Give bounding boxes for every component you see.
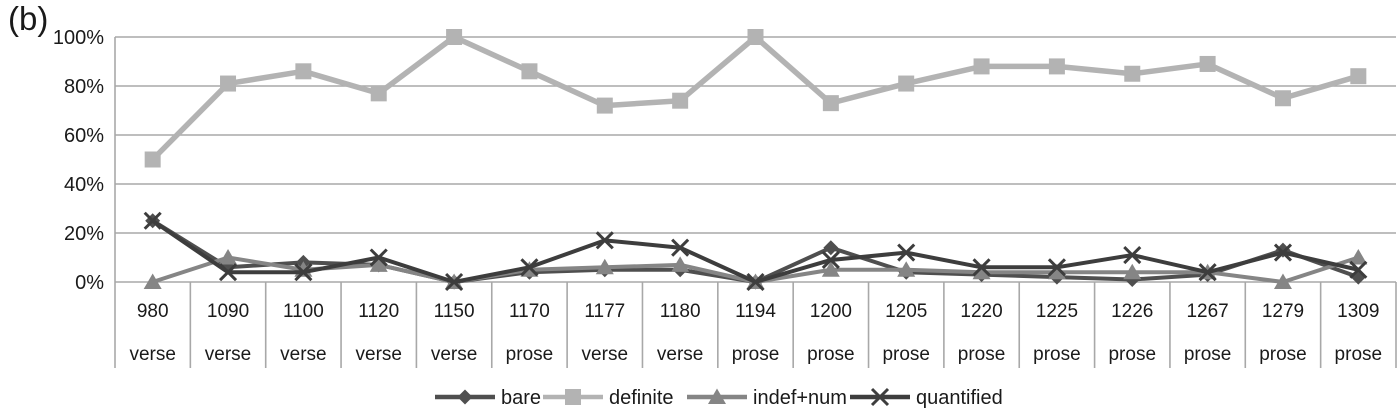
series-marker-quantified <box>1349 260 1368 279</box>
series-marker-quantified <box>972 258 991 277</box>
series-marker-quantified <box>218 263 238 282</box>
x-tick-year-label: 1267 <box>1186 301 1228 322</box>
legend-label-bare: bare <box>501 387 541 409</box>
series-marker-quantified <box>595 231 614 250</box>
series-marker-bare <box>823 240 839 256</box>
series-marker-quantified <box>671 238 690 257</box>
series-marker-definite <box>898 75 915 92</box>
series-marker-definite <box>1274 90 1291 107</box>
x-tick-year-label: 1180 <box>660 301 701 322</box>
series-marker-quantified <box>294 263 313 282</box>
x-tick-year-label: 1090 <box>207 301 249 322</box>
series-marker-indef+num <box>671 256 690 272</box>
series-marker-definite <box>1199 55 1216 72</box>
series-marker-definite <box>295 63 312 80</box>
y-tick-label: 0% <box>75 272 104 294</box>
legend-marker-indef+num <box>708 388 726 404</box>
series-marker-quantified <box>1273 243 1293 262</box>
series-marker-quantified <box>821 250 840 270</box>
series-marker-quantified <box>1047 258 1066 277</box>
x-tick-genre-label: verse <box>431 344 477 365</box>
series-marker-definite <box>220 75 237 92</box>
x-tick-genre-label: prose <box>882 344 930 365</box>
x-tick-genre-label: verse <box>280 344 326 365</box>
x-tick-genre-label: prose <box>807 344 855 365</box>
x-tick-genre-label: prose <box>1108 344 1156 365</box>
x-tick-year-label: 1309 <box>1337 301 1379 322</box>
x-tick-year-label: 1200 <box>810 301 852 322</box>
x-tick-genre-label: prose <box>958 344 1006 365</box>
legend-label-indef+num: indef+num <box>753 387 847 409</box>
x-tick-year-label: 1205 <box>885 301 927 322</box>
x-tick-year-label: 1150 <box>434 301 475 322</box>
series-marker-definite <box>1124 65 1141 82</box>
x-tick-genre-label: verse <box>582 344 628 365</box>
series-marker-quantified <box>143 211 162 230</box>
x-tick-year-label: 1177 <box>584 301 625 322</box>
x-tick-year-label: 1220 <box>960 301 1002 322</box>
x-tick-year-label: 1120 <box>358 301 399 322</box>
series-marker-indef+num <box>897 261 916 277</box>
y-tick-label: 80% <box>64 76 104 98</box>
series-marker-indef+num <box>1273 273 1292 289</box>
series-marker-quantified <box>746 272 765 292</box>
legend-label-definite: definite <box>609 387 674 409</box>
series-line-definite <box>149 34 1362 163</box>
series-marker-definite <box>446 29 463 45</box>
series-marker-indef+num <box>821 261 840 277</box>
series-marker-indef+num <box>1123 263 1142 280</box>
series-marker-definite <box>822 95 839 112</box>
x-tick-genre-label: verse <box>205 344 251 365</box>
series-marker-indef+num <box>972 263 991 280</box>
x-tick-year-label: 1194 <box>735 301 776 322</box>
series-marker-indef+num <box>1349 249 1368 265</box>
legend-marker-bare <box>457 389 473 405</box>
x-tick-year-label: 1226 <box>1111 301 1153 322</box>
x-tick-genre-label: prose <box>1335 344 1383 365</box>
series-marker-quantified <box>520 258 539 277</box>
legend-marker-quantified <box>870 387 890 407</box>
series-marker-definite <box>747 29 764 45</box>
figure-label: (b) <box>8 0 49 37</box>
series-marker-definite <box>672 92 689 109</box>
series-marker-indef+num <box>143 273 162 289</box>
x-tick-genre-label: verse <box>129 344 175 365</box>
x-tick-genre-label: prose <box>1184 344 1232 365</box>
series-marker-definite <box>144 151 161 168</box>
x-tick-genre-label: prose <box>1259 344 1307 365</box>
x-tick-genre-label: prose <box>506 344 554 365</box>
series-marker-definite <box>596 97 613 114</box>
y-tick-label: 40% <box>64 174 104 196</box>
x-tick-year-label: 980 <box>137 301 169 322</box>
series-marker-indef+num <box>219 249 238 265</box>
legend-label-quantified: quantified <box>916 387 1003 409</box>
series-marker-definite <box>521 63 538 80</box>
series-marker-quantified <box>445 272 464 292</box>
series-marker-definite <box>1048 58 1065 75</box>
series-marker-quantified <box>1198 263 1217 282</box>
series-marker-indef+num <box>1047 263 1066 280</box>
y-tick-label: 20% <box>64 223 104 245</box>
legend-marker-definite <box>565 389 581 405</box>
x-tick-year-label: 1279 <box>1262 301 1304 322</box>
x-tick-genre-label: verse <box>657 344 703 365</box>
series-marker-indef+num <box>595 258 614 275</box>
series-marker-indef+num <box>369 256 388 272</box>
series-marker-quantified <box>897 243 916 262</box>
series-marker-quantified <box>1123 245 1142 265</box>
series-marker-definite <box>1350 68 1367 85</box>
series-marker-definite <box>370 85 387 102</box>
x-tick-year-label: 1225 <box>1036 301 1078 322</box>
x-tick-year-label: 1170 <box>509 301 550 322</box>
x-tick-genre-label: prose <box>732 344 780 365</box>
series-marker-definite <box>973 58 990 75</box>
y-tick-label: 100% <box>53 27 104 49</box>
x-tick-year-label: 1100 <box>283 301 324 322</box>
series-marker-quantified <box>369 248 388 267</box>
x-tick-genre-label: verse <box>356 344 402 365</box>
x-tick-genre-label: prose <box>1033 344 1081 365</box>
y-tick-label: 60% <box>64 125 104 147</box>
